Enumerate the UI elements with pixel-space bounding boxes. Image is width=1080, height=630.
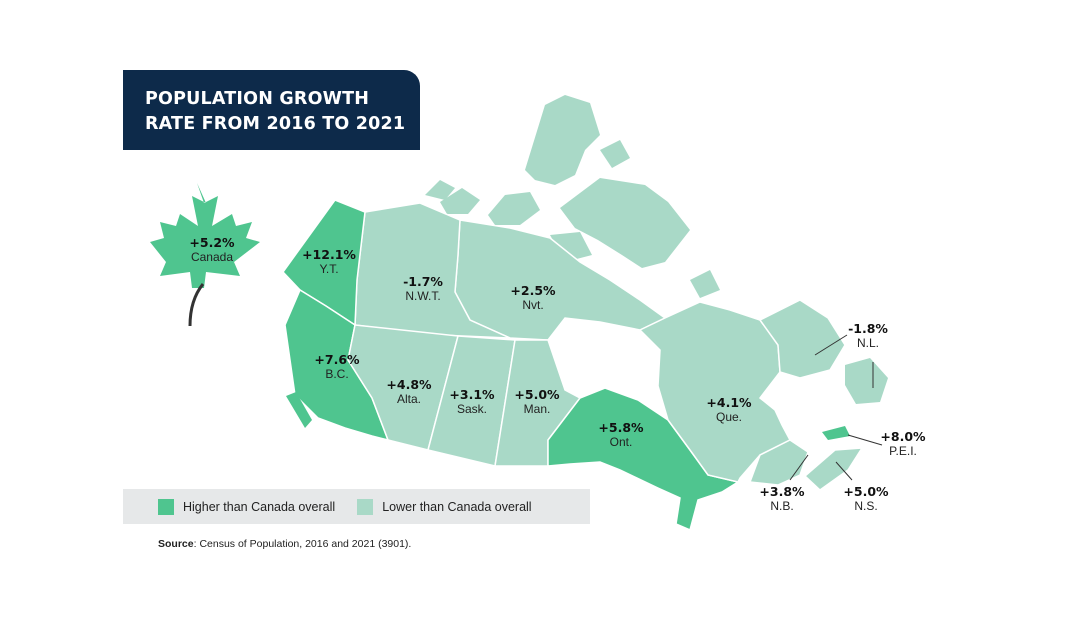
man-abbr: Man. <box>523 402 551 417</box>
canada-value: +5.2% <box>189 235 235 250</box>
vancouver-island <box>286 392 312 428</box>
source-label: Source <box>158 538 194 550</box>
nvt-value: +2.5% <box>510 283 556 298</box>
leader-lines <box>789 334 883 481</box>
maple-leaf-icon <box>150 183 260 288</box>
legend: Higher than Canada overall Lower than Ca… <box>123 489 590 524</box>
legend-swatch-lower <box>357 498 374 515</box>
title-line-2: RATE FROM 2016 TO 2021 <box>145 114 406 134</box>
legend-label-higher: Higher than Canada overall <box>183 499 336 514</box>
label-nb: +3.8% N.B. <box>759 485 804 513</box>
legend-item-higher: Higher than Canada overall <box>158 498 336 515</box>
ont-value: +5.8% <box>598 420 644 435</box>
label-que: +4.1% Que. <box>706 396 751 424</box>
label-ns: +5.0% N.S. <box>843 485 888 513</box>
label-yt: +12.1% Y.T. <box>302 248 356 276</box>
pei-abbr: P.E.I. <box>889 444 917 459</box>
title-banner: POPULATION GROWTH RATE FROM 2016 TO 2021 <box>123 70 420 150</box>
label-pei: +8.0% P.E.I. <box>880 430 925 458</box>
region-nb <box>748 439 809 486</box>
region-que <box>638 301 792 483</box>
canada-name: Canada <box>190 250 234 265</box>
label-nl: -1.8% N.L. <box>848 322 888 350</box>
sask-value: +3.1% <box>449 387 495 402</box>
legend-item-lower: Lower than Canada overall <box>357 498 532 515</box>
que-abbr: Que. <box>715 410 742 425</box>
label-nwt: -1.7% N.W.T. <box>403 275 443 303</box>
alta-abbr: Alta. <box>396 392 421 407</box>
alta-value: +4.8% <box>386 377 432 392</box>
label-alta: +4.8% Alta. <box>386 378 431 406</box>
ns-value: +5.0% <box>843 484 889 499</box>
maple-leaf-stem <box>188 283 205 327</box>
ont-abbr: Ont. <box>609 435 633 450</box>
label-ont: +5.8% Ont. <box>598 421 643 449</box>
yt-abbr: Y.T. <box>319 262 339 277</box>
region-nl-island <box>845 358 888 404</box>
legend-label-lower: Lower than Canada overall <box>382 499 532 514</box>
region-nl <box>758 299 846 379</box>
man-value: +5.0% <box>514 387 560 402</box>
nvt-abbr: Nvt. <box>522 298 544 313</box>
source-text: : Census of Population, 2016 and 2021 (3… <box>193 538 412 550</box>
nwt-abbr: N.W.T. <box>405 289 441 304</box>
nwt-value: -1.7% <box>403 274 443 289</box>
pei-value: +8.0% <box>880 429 926 444</box>
nl-abbr: N.L. <box>856 336 880 351</box>
nb-abbr: N.B. <box>770 499 794 514</box>
title-line-1: POPULATION GROWTH <box>145 89 370 109</box>
bc-abbr: B.C. <box>325 367 349 382</box>
arctic-islands <box>425 95 720 298</box>
region-ont <box>547 387 740 532</box>
label-man: +5.0% Man. <box>514 388 559 416</box>
legend-swatch-higher <box>158 498 174 515</box>
label-nvt: +2.5% Nvt. <box>510 284 555 312</box>
nl-value: -1.8% <box>848 321 888 336</box>
bc-value: +7.6% <box>314 352 360 367</box>
label-sask: +3.1% Sask. <box>449 388 494 416</box>
region-ns <box>803 447 864 491</box>
sask-abbr: Sask. <box>456 402 487 417</box>
nb-value: +3.8% <box>759 484 805 499</box>
region-pei <box>822 426 850 440</box>
label-bc: +7.6% B.C. <box>314 353 359 381</box>
ns-abbr: N.S. <box>854 499 878 514</box>
que-value: +4.1% <box>706 395 752 410</box>
yt-value: +12.1% <box>302 247 356 262</box>
source-note: Source: Census of Population, 2016 and 2… <box>158 538 411 550</box>
label-canada: +5.2% Canada <box>189 236 234 264</box>
